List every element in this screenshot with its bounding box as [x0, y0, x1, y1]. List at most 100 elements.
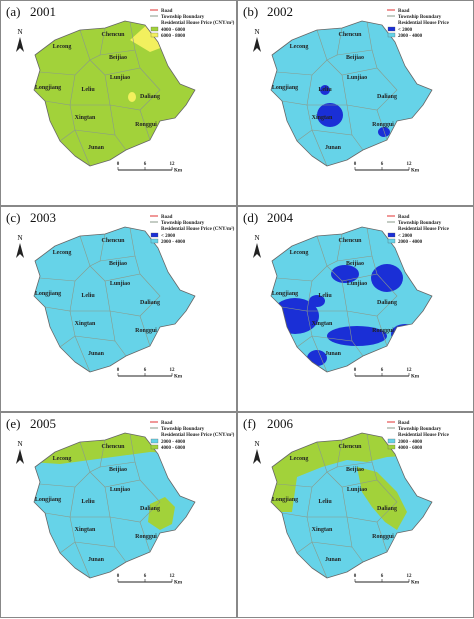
town-name: Lecong: [290, 44, 309, 50]
scale-unit: Km: [411, 169, 420, 174]
north-arrow: [253, 243, 261, 258]
town-name: Lunjiao: [110, 487, 130, 493]
township-boundary: [89, 461, 141, 488]
price-zone: [371, 264, 403, 292]
legend-item: 2000 - 4000: [161, 240, 186, 245]
panel-year: 2002: [267, 4, 293, 19]
town-name: Chencun: [338, 32, 362, 38]
legend-swatch: [150, 444, 159, 450]
legend-item: 2000 - 4000: [398, 240, 423, 245]
legend-boundary: Township Boundary: [398, 221, 442, 226]
town-name: Daliang: [377, 94, 397, 100]
township-boundary: [311, 541, 328, 579]
town-name: Lunjiao: [110, 281, 130, 287]
district-area: [34, 227, 195, 372]
panel-border: [0, 206, 237, 412]
town-name: Chencun: [101, 32, 125, 38]
north-label: N: [254, 234, 259, 242]
legend-title: Residential House Price: [398, 21, 450, 26]
township-boundary: [346, 479, 398, 523]
town-name: Daliang: [377, 300, 397, 306]
district-outline: [270, 226, 433, 373]
scale-label: 0: [117, 368, 120, 373]
legend-swatch: [150, 232, 159, 238]
district-outline: [33, 226, 196, 373]
legend-swatch: [387, 32, 396, 38]
town-name: Beijiao: [109, 261, 127, 267]
legend-item: < 2000: [398, 28, 413, 33]
legend-item: 2000 - 4000: [398, 34, 423, 39]
legend-swatch: [150, 32, 159, 38]
township-boundary: [276, 235, 328, 282]
town-name: Xingtan: [75, 527, 96, 533]
town-name: Daliang: [140, 506, 160, 512]
north-arrow: [16, 37, 24, 52]
district-outline: [270, 432, 433, 579]
panel-year: 2004: [267, 210, 294, 225]
north-arrow: [253, 449, 261, 464]
township-boundary: [346, 67, 398, 111]
legend-item: 4000 - 6000: [161, 446, 186, 451]
legend-title: Residential House Price (CNY/m²): [161, 226, 235, 232]
north-label: N: [17, 28, 22, 36]
town-name: Xingtan: [75, 321, 96, 327]
legend-road: Road: [398, 421, 410, 426]
scale-unit: Km: [174, 581, 183, 586]
town-name: Leliu: [318, 87, 332, 93]
scale-label: 12: [407, 574, 413, 579]
scale-label: 0: [117, 574, 120, 579]
town-name: Chencun: [101, 444, 125, 450]
town-name: Daliang: [140, 300, 160, 306]
price-zone: [331, 265, 359, 283]
town-name: Beijiao: [346, 261, 364, 267]
scale-label: 6: [381, 574, 384, 579]
scale-label: 12: [170, 368, 176, 373]
legend-item: < 2000: [398, 234, 413, 239]
legend-road: Road: [398, 215, 410, 220]
panel-border: [0, 412, 237, 618]
township-boundary: [276, 441, 328, 488]
township-boundary: [311, 335, 328, 373]
scale-label: 12: [170, 162, 176, 167]
town-name: Longjiang: [35, 85, 61, 91]
town-name: Ronggui: [372, 122, 394, 128]
town-name: Ronggui: [135, 122, 157, 128]
price-zone: [320, 85, 330, 95]
town-name: Ronggui: [372, 328, 394, 334]
legend-boundary: Township Boundary: [161, 221, 205, 226]
legend-title: Residential House Price (CNY/m²): [161, 432, 235, 438]
town-name: Longjiang: [272, 497, 298, 503]
township-boundary: [326, 49, 378, 76]
north-arrow: [253, 37, 261, 52]
legend-boundary: Township Boundary: [161, 15, 205, 20]
township-boundary: [39, 29, 91, 76]
township-boundary: [74, 129, 91, 167]
town-name: Lecong: [290, 250, 309, 256]
scale-label: 6: [144, 368, 147, 373]
town-name: Lunjiao: [347, 487, 367, 493]
legend-title: Residential House Price (CNY/m²): [161, 20, 235, 26]
legend-title: Residential House Price: [398, 433, 450, 438]
scale-unit: Km: [411, 375, 420, 380]
price-zone: [378, 127, 390, 137]
price-zone: [391, 324, 419, 344]
price-zones: [128, 22, 168, 102]
legend-item: 2000 - 4000: [398, 440, 423, 445]
township-boundary: [89, 49, 141, 76]
scale-unit: Km: [174, 375, 183, 380]
town-name: Lecong: [290, 456, 309, 462]
township-boundary: [311, 129, 328, 167]
town-name: Beijiao: [109, 55, 127, 61]
town-name: Lunjiao: [110, 75, 130, 81]
legend-boundary: Township Boundary: [398, 427, 442, 432]
town-name: Daliang: [140, 94, 160, 100]
legend-swatch: [387, 444, 396, 450]
town-name: Leliu: [81, 87, 95, 93]
price-zone: [130, 22, 168, 52]
scale-unit: Km: [411, 581, 420, 586]
legend-item: 4000 - 6000: [398, 446, 423, 451]
price-zone: [309, 295, 325, 307]
panel-year: 2005: [30, 416, 56, 431]
town-name: Junan: [325, 145, 342, 151]
